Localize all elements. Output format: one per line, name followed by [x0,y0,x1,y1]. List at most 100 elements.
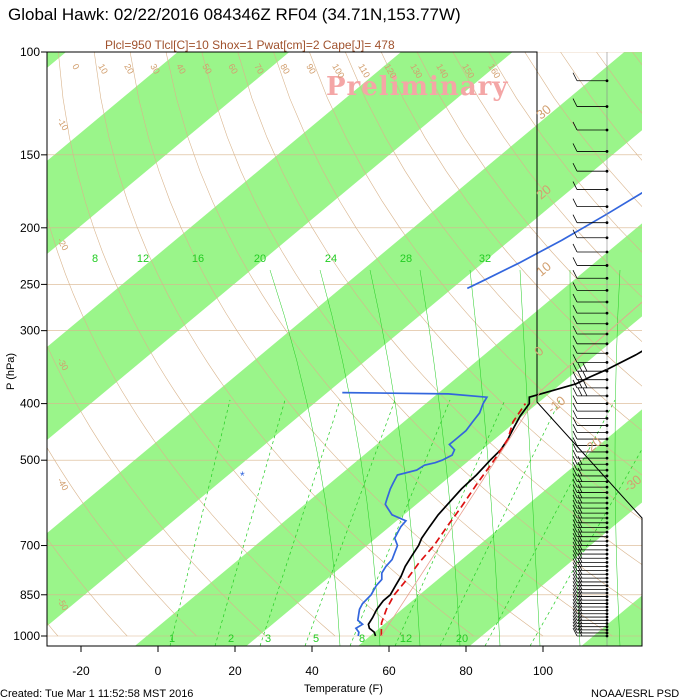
lcl-marker: * [240,469,245,483]
wind-barb-station [605,556,609,560]
wind-barb-feather [572,417,578,426]
wind-barb-station [605,437,609,441]
wind-barb-feather [572,461,578,471]
mixing-ratio-label: 28 [400,253,412,265]
wind-barb-feather [572,523,578,533]
wind-barb-feather [572,443,578,453]
wind-barb-station [605,456,609,460]
series-dewpoint_upper [466,191,642,290]
wind-barb-station [605,491,609,494]
wind-barb-station [605,634,609,638]
moist-adiabat [319,269,381,646]
wind-barb-feather [572,588,578,597]
wind-barb-feather [577,461,583,471]
wind-barb-station [605,276,609,280]
wind-barb-station [605,79,609,83]
wind-barb-feather [572,354,578,363]
wind-barb-feather [572,627,578,637]
y-tick-label: 700 [20,539,40,553]
wind-barb-feather [572,449,578,459]
mixing-ratio-label: 32 [479,253,491,265]
mixing-ratio-line [439,399,561,646]
mixing-ratio-label-lower: 12 [400,633,412,645]
y-tick-label: 850 [20,588,40,602]
y-tick-label: 300 [20,324,40,338]
wind-barb-station [605,342,609,346]
wind-barb-feather [572,478,578,488]
wind-barb-feather [577,494,583,504]
wind-barb-feather [572,519,578,528]
wind-barb-station [605,402,609,406]
wind-barb-feather [572,509,578,519]
wind-barb-feather [572,257,578,266]
wind-barb-feather [572,554,578,563]
wind-barb-feather [577,489,583,499]
x-tick-label: 80 [459,664,473,678]
wind-barb-station [605,511,609,515]
wind-barb-station [605,521,609,525]
wind-barb-feather [577,504,583,514]
wind-barb-feather [577,532,583,542]
temperature-band [134,223,642,646]
wind-barb-feather [572,532,578,542]
wind-barb-feather [572,410,578,419]
wind-barb-feather [572,618,578,627]
wind-barb-feather [572,98,578,107]
dry-adiabat-label: 20 [122,62,136,76]
mixing-ratio-label: 24 [325,253,337,265]
moist-adiabat [419,269,461,646]
wind-barb-feather [572,424,578,433]
y-tick-label: 250 [20,277,40,291]
mixing-ratio-label-lower: 3 [265,633,271,645]
wind-barb-feather [572,121,578,131]
dry-adiabat-label: 60 [226,62,240,76]
plot-frame [46,51,643,647]
wind-barb-station [605,462,609,466]
wind-barb-feather [572,577,578,586]
wind-barb-feather [577,363,583,372]
wind-barb-feather [572,430,578,440]
wind-barb-station [605,564,609,568]
wind-barb-feather [577,371,583,380]
wind-barb-feather [572,473,578,482]
mixing-ratio-label-lower: 20 [456,633,468,645]
wind-barb-feather [572,345,578,354]
wind-barb-station [605,150,609,153]
wind-barb-feather [577,387,583,397]
wind-barb-station [605,430,609,434]
mixing-ratio-label-lower: 1 [169,633,175,645]
temperature-band [581,595,642,646]
mixing-ratio-line [304,399,396,646]
wind-barb-feather [572,243,578,253]
moist-adiabats [269,269,621,646]
wind-barb-station [605,485,609,489]
moist-adiabat [519,269,541,646]
wind-barb-feather [572,573,578,583]
wind-barb-feather [572,602,578,611]
wind-barb-feather [572,608,578,618]
wind-barb-station [605,378,609,382]
mixing-ratio-lines [169,399,642,646]
wind-barb-feather [572,325,578,335]
wind-barb-station [605,548,609,552]
wind-barb-feather [572,569,578,579]
wind-barb-station [605,612,609,616]
wind-barb-station [605,602,609,605]
wind-barb-station [605,496,609,500]
wind-barb-feather [572,387,578,397]
wind-barb-feather [577,519,583,528]
x-tick-label: 40 [305,664,319,678]
wind-barb-feather [572,379,578,389]
wind-barb-station [605,544,609,547]
y-tick-label: 1000 [13,629,40,643]
mixing-ratio-line [349,399,451,646]
y-tick-label: 200 [20,221,40,235]
wind-barb-station [605,552,609,556]
sounding-series: * [240,191,642,637]
wind-barb-feather [572,395,578,404]
wind-barb-station [605,322,609,326]
mixing-ratio-line [214,399,286,646]
wind-barb-station [605,236,609,240]
wind-barb-feather [577,624,583,634]
